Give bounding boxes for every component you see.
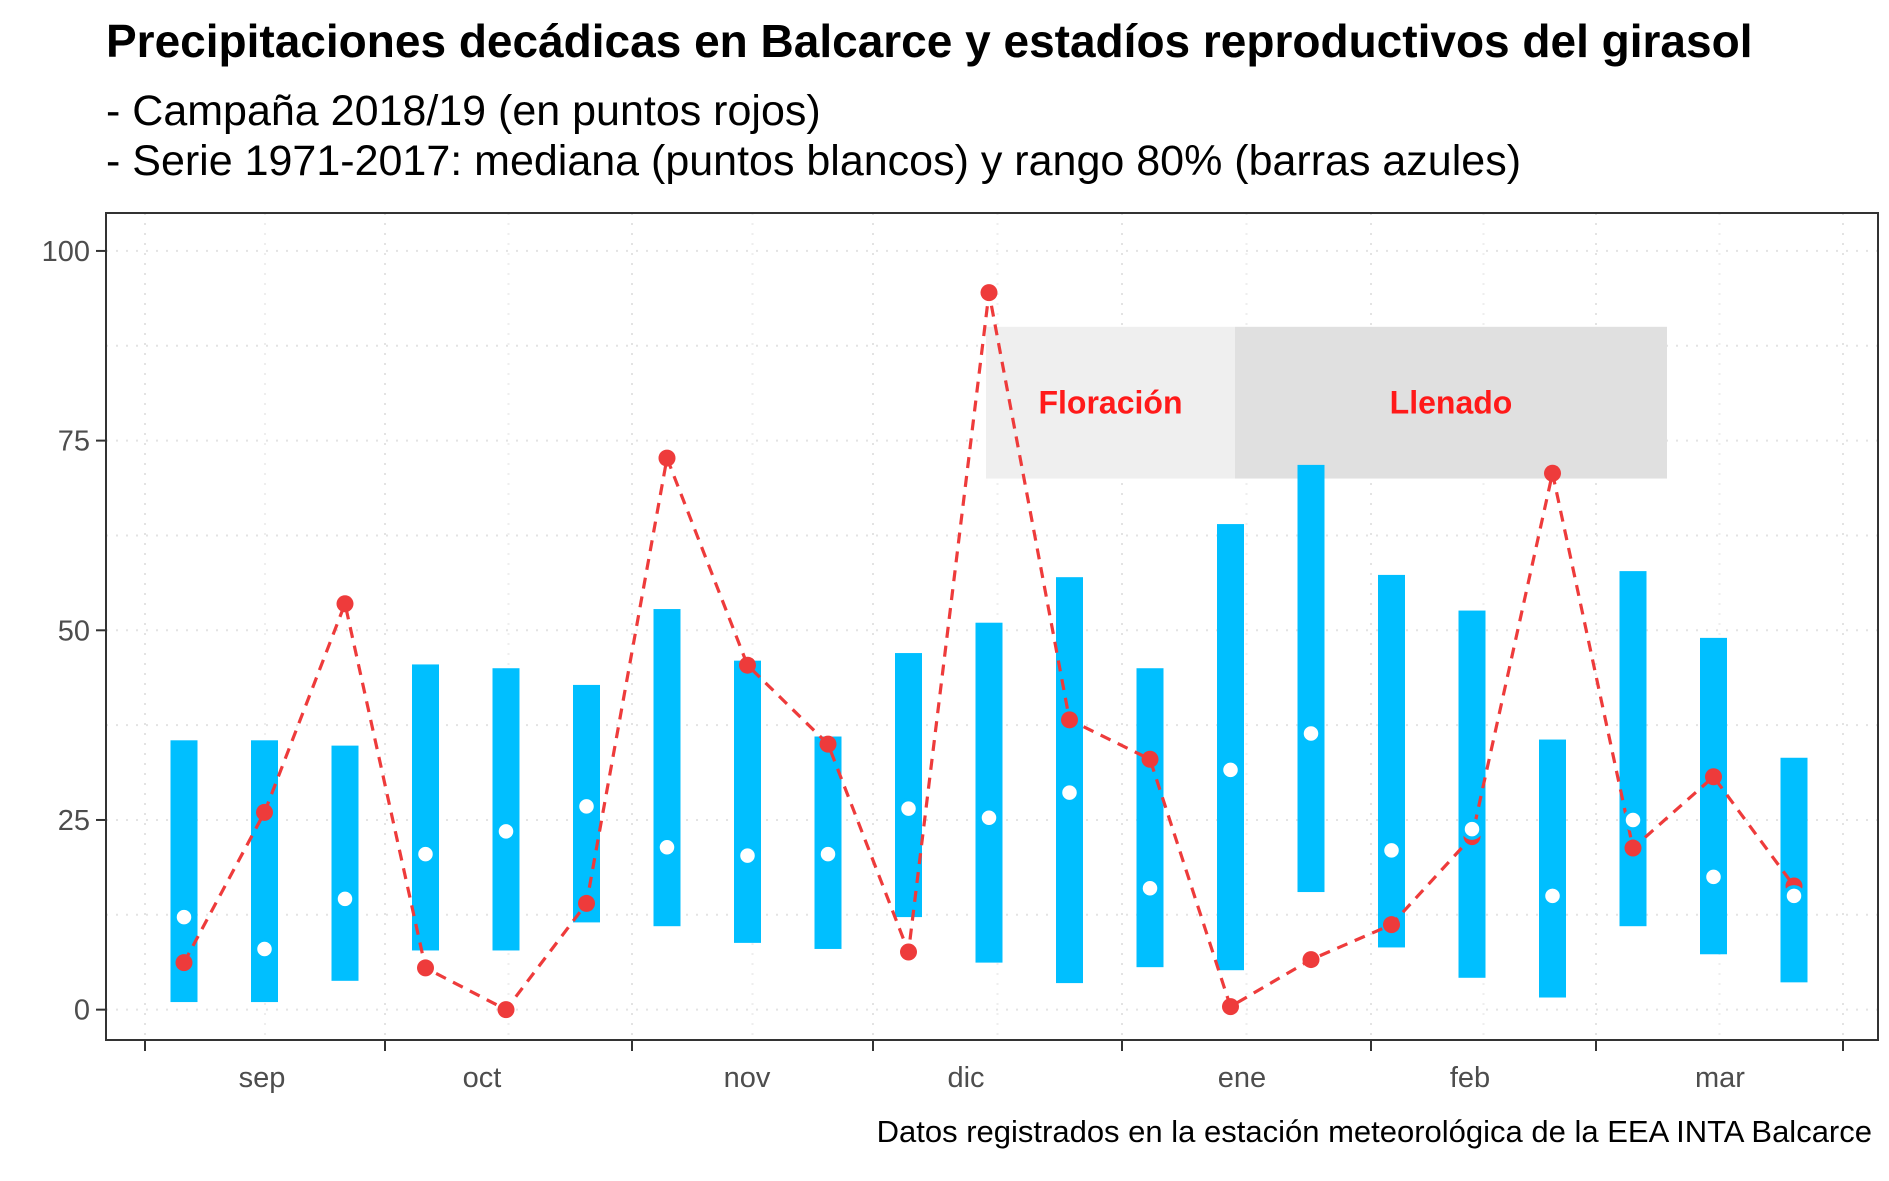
campaign-series [175, 284, 1803, 1019]
y-tick-label: 75 [58, 426, 90, 458]
range-bar [1217, 524, 1244, 971]
stage-band-floracion [986, 326, 1235, 479]
x-tick-label: ene [1218, 1062, 1266, 1094]
range-bar [492, 668, 520, 951]
median-point [414, 843, 437, 865]
y-tick-label: 100 [42, 236, 90, 268]
median-point [1541, 885, 1564, 907]
y-tick-label: 50 [58, 615, 90, 647]
median-point [1783, 885, 1805, 907]
median-point [1300, 722, 1322, 745]
campaign-point [1383, 916, 1400, 934]
x-tick-label: dic [947, 1062, 984, 1094]
median-point [495, 820, 517, 843]
median-point [1380, 839, 1403, 862]
range-bar [331, 745, 359, 981]
stage-bands: Floración Llenado [986, 326, 1667, 479]
range-bar [1136, 668, 1164, 968]
stage-label-floracion: Floración [1038, 385, 1182, 421]
median-point [656, 836, 678, 859]
median-point [736, 844, 759, 867]
range-bar [1539, 739, 1566, 998]
range-bar [1619, 571, 1647, 927]
plot-panel-border [105, 212, 1879, 1041]
x-tick-label: feb [1450, 1062, 1490, 1094]
median-point [1702, 866, 1725, 888]
y-tick-label: 0 [74, 995, 90, 1027]
median-point [817, 843, 839, 865]
campaign-point [819, 735, 837, 753]
median-point [978, 806, 1000, 829]
median-point [173, 906, 195, 928]
campaign-point [658, 449, 676, 467]
campaign-point [1141, 750, 1159, 768]
x-axis: sep oct nov dic ene feb mar [144, 1040, 1844, 1094]
campaign-point [417, 959, 434, 977]
campaign-point [1302, 951, 1320, 969]
median-point [897, 797, 920, 820]
campaign-point [1624, 839, 1642, 857]
range-bar [975, 622, 1003, 963]
campaign-point [1061, 711, 1078, 729]
campaign-point [1544, 464, 1561, 482]
median-point [1058, 781, 1081, 804]
range-bar [814, 736, 842, 949]
chart-subtitle-line-1: - Campaña 2018/19 (en puntos rojos) [106, 87, 821, 135]
chart-subtitle-line-2: - Serie 1971-2017: mediana (puntos blanc… [106, 137, 1521, 185]
campaign-point [497, 1001, 515, 1019]
campaign-point [175, 954, 193, 972]
median-point [575, 795, 598, 818]
median-point [1461, 818, 1483, 840]
median-point [1219, 759, 1242, 781]
range-bar [412, 664, 439, 951]
median-point [1139, 877, 1161, 900]
campaign-point [336, 595, 354, 613]
chart-caption: Datos registrados en la estación meteoro… [877, 1114, 1872, 1149]
range-bar [1056, 577, 1083, 984]
range-bar [734, 660, 761, 943]
y-tick-label: 25 [58, 805, 90, 837]
range-bar [1297, 464, 1325, 893]
campaign-point [256, 803, 273, 821]
campaign-point [900, 943, 917, 961]
median-point [253, 938, 276, 960]
campaign-point [1222, 998, 1239, 1016]
x-tick-label: sep [239, 1062, 286, 1094]
campaign-point [1705, 768, 1722, 786]
chart-title: Precipitaciones decádicas en Balcarce y … [106, 15, 1752, 67]
stage-band-llenado [1235, 326, 1667, 479]
range-bar [1378, 574, 1405, 948]
range-bar [1458, 610, 1486, 978]
stage-label-llenado: Llenado [1390, 385, 1513, 421]
y-axis: 0 25 50 75 100 [42, 236, 106, 1027]
median-point [334, 888, 356, 910]
campaign-point [980, 284, 998, 302]
x-tick-label: mar [1695, 1062, 1745, 1094]
range-bar [1700, 637, 1727, 955]
range-bar [251, 740, 278, 1003]
range-bar [1780, 757, 1808, 983]
x-tick-label: oct [463, 1062, 502, 1094]
median-point [1622, 809, 1644, 831]
x-tick-label: nov [724, 1062, 771, 1094]
campaign-point [578, 894, 595, 912]
range-bar [653, 609, 681, 927]
campaign-point [739, 656, 756, 674]
median-points [173, 722, 1805, 960]
